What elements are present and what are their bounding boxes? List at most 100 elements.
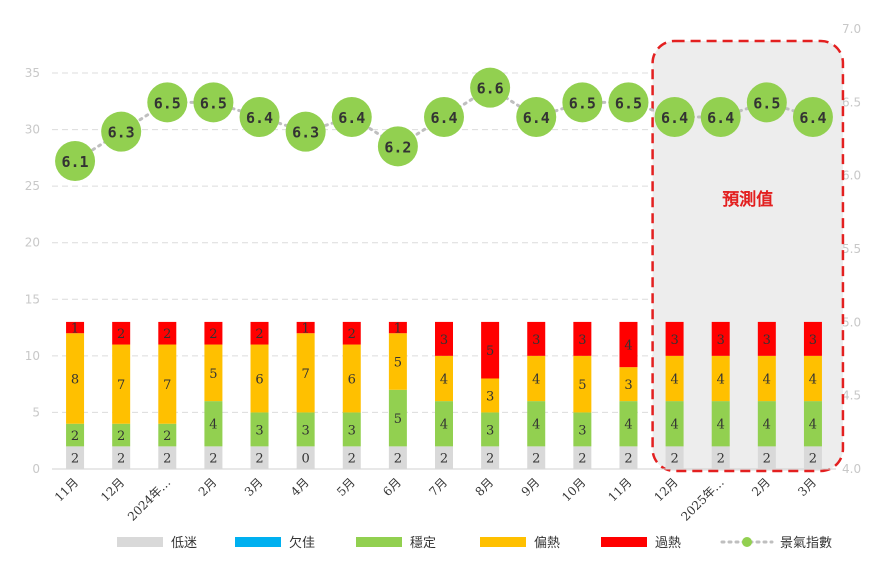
index-point-label: 6.5 <box>569 94 596 112</box>
bar-segment <box>435 401 453 447</box>
bar-data-label: 2 <box>117 327 125 342</box>
bar-segment <box>757 321 776 356</box>
bar-segment <box>112 446 131 469</box>
legend-line-dot <box>742 537 752 547</box>
left-y-axis: 0 5 10 15 20 25 30 35 <box>25 66 40 476</box>
bar-data-label: 7 <box>117 378 125 393</box>
index-point-label: 6.3 <box>108 124 135 142</box>
bar-segment <box>296 321 315 334</box>
bar-segment <box>388 446 407 469</box>
index-point <box>424 97 464 137</box>
bar-segment <box>619 446 638 469</box>
bar-stack: 2 4 4 3 <box>757 321 776 469</box>
x-tick-label: 3月 <box>242 475 266 499</box>
bar-data-label: 3 <box>532 333 540 348</box>
left-tick-label: 25 <box>25 179 40 193</box>
bar-data-label: 2 <box>163 327 171 342</box>
bar-segment <box>481 378 500 413</box>
bar-data-label: 1 <box>394 322 402 337</box>
bar-segment <box>388 321 407 334</box>
bar-data-label: 4 <box>440 372 448 387</box>
bar-data-label: 3 <box>302 423 310 438</box>
bar-data-label: 2 <box>394 452 402 467</box>
bar-segment <box>342 412 361 447</box>
bar-data-label: 6 <box>255 372 263 387</box>
bar-data-label: 4 <box>670 372 678 387</box>
index-point <box>470 67 511 108</box>
legend-label: 低迷 <box>171 536 197 551</box>
left-tick-label: 15 <box>25 292 40 306</box>
bar-segment <box>665 401 684 447</box>
bar-data-label: 3 <box>486 423 494 438</box>
bar-stack: 2 3 5 3 <box>573 321 592 469</box>
bar-segment <box>711 355 730 402</box>
bar-data-label: 2 <box>255 452 263 467</box>
legend-swatch <box>601 537 647 547</box>
index-point <box>700 97 741 137</box>
bar-segment <box>481 321 500 379</box>
bar-stack: 20551 <box>388 321 407 469</box>
bar-segment <box>665 355 684 402</box>
bar-data-label: 8 <box>71 372 79 387</box>
bar-segment <box>204 446 223 469</box>
bar-segment <box>757 401 776 447</box>
bar-data-label: 4 <box>624 339 632 354</box>
right-tick-label: 6.0 <box>842 169 861 183</box>
bar-segment <box>388 333 407 390</box>
bar-data-label: 3 <box>763 333 771 348</box>
x-tick-label: 5月 <box>334 475 358 499</box>
bar-data-label: 4 <box>670 418 678 433</box>
index-point-label: 6.1 <box>62 153 89 171</box>
bar-stack: 20281 <box>66 321 85 469</box>
index-point <box>101 111 142 152</box>
bar-segment <box>481 446 500 469</box>
bar-segment <box>803 401 822 447</box>
bar-segment <box>112 423 131 447</box>
bar-segment <box>757 446 776 469</box>
bar-segment <box>711 446 730 469</box>
bar-data-label: 3 <box>255 423 263 438</box>
bar-data-label: 5 <box>394 356 402 371</box>
bar-segment <box>204 321 223 345</box>
bar-data-label: 4 <box>209 418 217 433</box>
x-tick-label: 12月 <box>652 475 681 504</box>
index-point <box>792 97 833 137</box>
x-tick-label: 9月 <box>519 475 543 499</box>
bar-data-label: 4 <box>532 372 540 387</box>
bar-stack: 20272 <box>112 321 131 469</box>
index-point <box>562 82 603 123</box>
bar-stack: 2 4 4 3 <box>665 321 684 469</box>
x-tick-label: 2024年… <box>125 475 173 523</box>
bar-segment <box>66 321 85 334</box>
right-tick-label: 4.5 <box>842 389 861 403</box>
bar-data-label: 2 <box>71 429 79 444</box>
bar-data-label: 2 <box>163 452 171 467</box>
left-tick-label: 30 <box>25 123 40 137</box>
bar-data-label: 3 <box>578 333 586 348</box>
bar-segment <box>573 412 592 447</box>
right-tick-label: 5.5 <box>842 242 861 256</box>
bar-data-label: 1 <box>302 322 310 337</box>
bar-data-label: 3 <box>717 333 725 348</box>
index-point <box>516 97 557 137</box>
legend-swatch <box>117 537 163 547</box>
legend: 低迷 欠佳 穩定 偏熱 過熱 景氣指數 <box>117 535 832 551</box>
bar-stack: 20443 <box>435 321 453 469</box>
bar-data-label: 2 <box>209 452 217 467</box>
bar-segment <box>619 367 638 402</box>
index-point-label: 6.4 <box>523 109 550 127</box>
index-point <box>331 97 372 137</box>
bar-data-label: 2 <box>809 452 817 467</box>
x-tick-label: 10月 <box>559 475 588 504</box>
bar-segment <box>619 321 638 368</box>
bar-data-label: 2 <box>163 429 171 444</box>
bar-data-label: 2 <box>117 452 125 467</box>
bar-data-label: 4 <box>532 418 540 433</box>
legend-swatch <box>356 537 402 547</box>
bar-data-label: 5 <box>578 378 586 393</box>
x-tick-label: 4月 <box>288 475 312 499</box>
index-point-label: 6.6 <box>477 80 504 98</box>
bar-segment <box>250 321 269 345</box>
bar-stack: 2 4 4 3 <box>527 321 546 469</box>
